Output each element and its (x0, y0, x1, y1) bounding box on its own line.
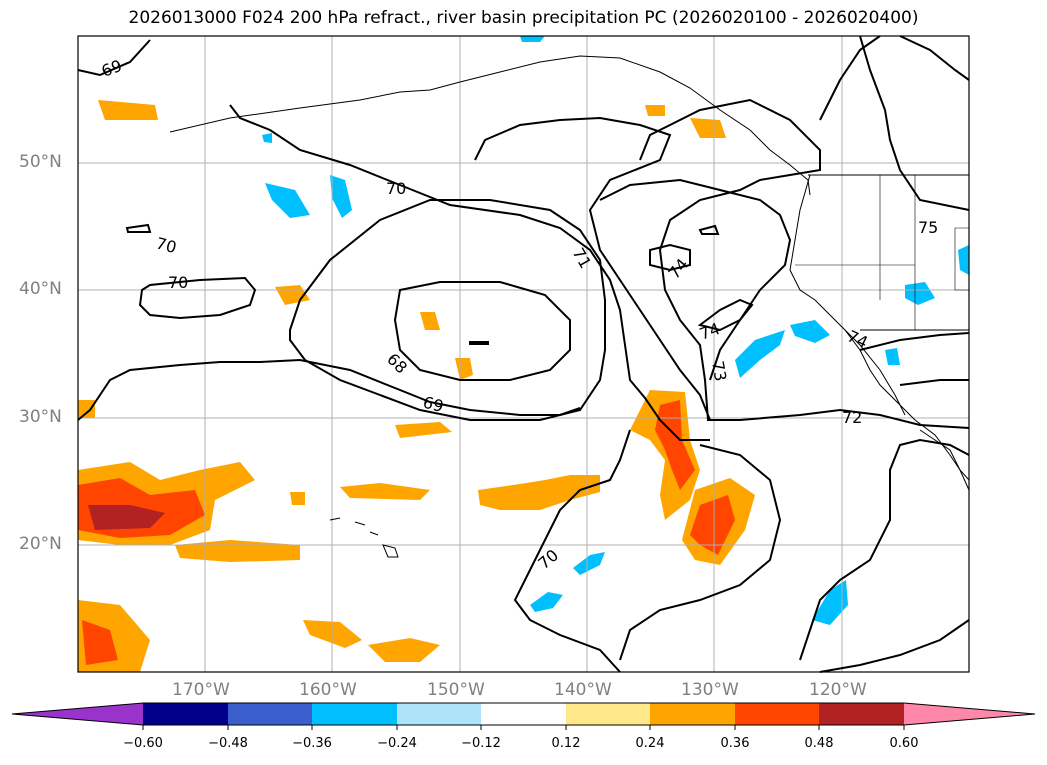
contour-72-south (513, 429, 631, 673)
neg-blob-2 (330, 175, 352, 218)
contour-se-loop (799, 438, 970, 673)
hawaii (329, 517, 399, 558)
precip-blob-13 (690, 118, 726, 138)
map-frame (77, 35, 970, 673)
colorbar-swatch (312, 703, 397, 725)
contour-70-mid (138, 276, 257, 320)
precip-blob-4 (478, 475, 600, 510)
precip-negative-shading (262, 36, 969, 625)
precip-blob-14 (645, 105, 665, 116)
colorbar-tick-label: 0.36 (720, 736, 750, 751)
colorbar-swatch (566, 703, 650, 725)
colorbar-swatch (650, 703, 735, 725)
colorbar-extend-right (904, 703, 1035, 725)
contour-75 (859, 35, 970, 211)
colorbar-tick-label: −0.36 (292, 736, 332, 751)
precip-blob-12-inner (690, 495, 735, 555)
lat-label-30n: 30°N (19, 407, 62, 427)
lat-label-50n: 50°N (19, 152, 62, 172)
colorbar-swatch (819, 703, 904, 725)
colorbar-swatch (143, 703, 228, 725)
colorbar-tick-label: −0.48 (208, 736, 248, 751)
refractivity-contours (77, 35, 970, 673)
colorbar-swatch (481, 703, 566, 725)
map-background (78, 36, 969, 672)
neg-blob-5 (905, 282, 935, 305)
baja (844, 329, 906, 416)
colorbar-tick-label: 0.24 (635, 736, 665, 751)
precip-blob-sw-inner (82, 620, 118, 665)
contour-73 (599, 178, 792, 381)
neg-blob-4 (790, 320, 830, 343)
colorbar-tick-label: −0.12 (461, 736, 501, 751)
precip-blob-11 (630, 390, 700, 520)
contour-69-main (289, 199, 606, 421)
neg-blob-8 (573, 552, 605, 575)
colorbar-tick-label: 0.48 (804, 736, 834, 751)
colorbar-tick-label: −0.60 (123, 736, 163, 751)
contour-70-north (229, 104, 710, 441)
lat-label-40n: 40°N (19, 279, 62, 299)
precip-blob-5 (395, 422, 452, 438)
colorbar-ticks (142, 725, 905, 730)
contour-74c (819, 35, 970, 121)
lon-label-130w: 130°W (681, 680, 739, 700)
neg-blob-10 (520, 36, 545, 42)
precip-blob-11-inner (655, 400, 695, 490)
precip-blob-3 (340, 483, 430, 500)
colorbar (11, 702, 1036, 730)
contour-label: 72 (842, 408, 862, 427)
precip-blob-2 (98, 100, 158, 120)
contour-label: 70 (154, 234, 179, 258)
contour-label: 75 (918, 218, 938, 237)
lon-label-140w: 140°W (554, 680, 612, 700)
precip-blob-west-core (88, 505, 165, 530)
contour-69-nw (77, 39, 151, 77)
neg-blob-6 (812, 580, 848, 625)
lon-label-120w: 120°W (809, 680, 867, 700)
colorbar-swatch (397, 703, 481, 725)
contour-east (859, 332, 970, 386)
colorbar-swatch (228, 703, 312, 725)
contour-72 (639, 98, 970, 429)
mexico-coast (919, 429, 970, 491)
precip-blob-9 (420, 312, 440, 330)
contour-label: 70 (386, 179, 406, 198)
contour-label: 69 (421, 393, 446, 417)
lon-label-150w: 150°W (427, 680, 485, 700)
lon-label-160w: 160°W (299, 680, 357, 700)
contour-68 (393, 281, 571, 381)
lat-label-20n: 20°N (19, 534, 62, 554)
precip-blob-7 (368, 638, 440, 662)
contour-70-west (125, 223, 152, 233)
colorbar-extend-left (12, 703, 143, 725)
contour-74a (649, 243, 691, 272)
neg-blob-12 (262, 133, 272, 143)
colorbar-swatch (735, 703, 819, 725)
colorbar-tick-label: 0.60 (889, 736, 919, 751)
contour-small (469, 224, 720, 345)
contour-70-se (619, 444, 782, 661)
neg-blob-1 (265, 183, 310, 218)
neg-blob-11 (885, 348, 900, 365)
neg-blob-9 (958, 245, 969, 275)
alaska-coast (169, 55, 811, 196)
neg-blob-7 (530, 592, 563, 612)
contour-70-sw (77, 358, 581, 421)
colorbar-tick-label: −0.24 (377, 736, 417, 751)
map-title: 2026013000 F024 200 hPa refract., river … (128, 8, 919, 28)
contour-label: 73 (708, 359, 730, 382)
colorbar-tick-label: 0.12 (551, 736, 581, 751)
contour-label: 70 (168, 273, 188, 292)
contour-74b (697, 298, 754, 332)
contour-71 (474, 116, 711, 421)
lon-label-170w: 170°W (172, 680, 230, 700)
precip-blob-15 (290, 492, 305, 505)
state-borders (795, 175, 970, 330)
precip-blob-16 (78, 400, 95, 418)
neg-blob-3 (735, 330, 785, 378)
